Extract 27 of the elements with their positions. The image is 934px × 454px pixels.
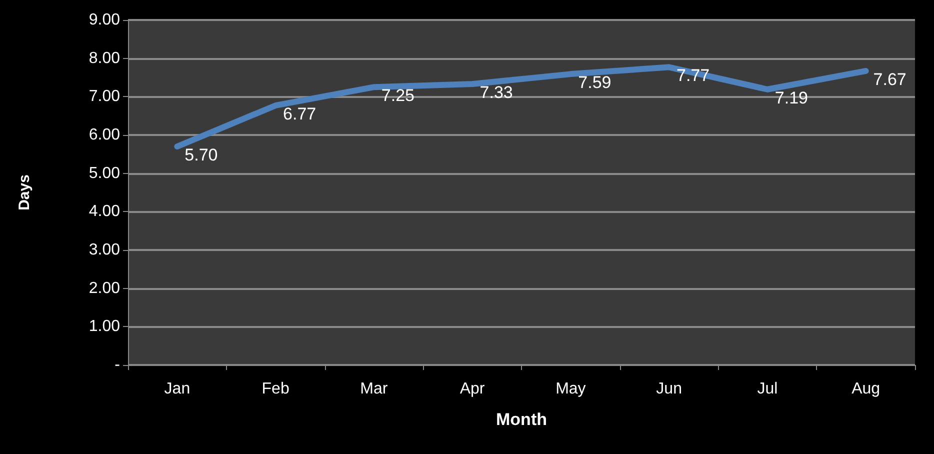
data-label: 5.70 [184, 146, 218, 164]
x-tick-label: May [556, 380, 586, 398]
x-tick-label: Feb [262, 380, 290, 398]
y-tick-label: 6.00 [88, 126, 120, 144]
data-label: 7.19 [774, 88, 808, 108]
data-label: 7.25 [381, 86, 414, 106]
x-axis-title: Month [496, 410, 547, 429]
y-axis-title: Days [16, 174, 33, 210]
y-tick-label: 9.00 [88, 12, 120, 28]
y-tick-label: 3.00 [88, 242, 120, 258]
x-tick-label: Jun [656, 380, 682, 398]
y-tick-label: - [114, 356, 120, 374]
y-tick-label: 5.00 [88, 164, 120, 182]
x-tick-label: Jul [757, 380, 778, 398]
data-label: 7.33 [480, 83, 513, 102]
y-tick-label: 7.00 [88, 88, 120, 106]
x-tick-label: Aug [852, 380, 880, 398]
data-label: 7.67 [873, 70, 906, 89]
y-tick-label: 4.00 [88, 203, 120, 220]
y-tick-label: 2.00 [88, 280, 120, 297]
data-label: 6.77 [283, 104, 316, 124]
y-tick-label: 1.00 [88, 318, 120, 336]
x-tick-label: Jan [164, 380, 190, 398]
x-tick-label: Apr [460, 380, 486, 398]
data-label: 7.59 [578, 73, 612, 92]
x-tick-label: Mar [360, 380, 388, 398]
y-tick-label: 8.00 [88, 50, 120, 67]
